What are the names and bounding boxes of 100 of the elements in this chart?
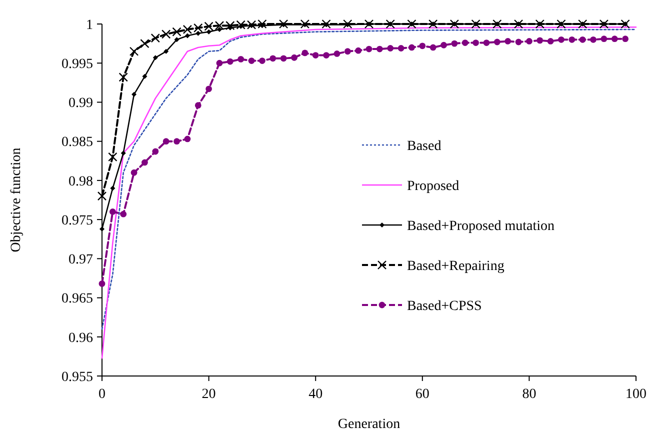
- point: [129, 46, 139, 56]
- point: [280, 55, 287, 62]
- point: [118, 72, 128, 82]
- point: [174, 37, 180, 42]
- point: [386, 19, 395, 29]
- point: [450, 19, 460, 29]
- point: [291, 54, 298, 61]
- x-tick-label: 80: [522, 387, 536, 402]
- point: [302, 50, 308, 56]
- point: [440, 42, 447, 48]
- x-tick-label: 60: [415, 387, 430, 402]
- point: [526, 38, 532, 44]
- point: [451, 40, 458, 47]
- point: [132, 92, 137, 97]
- y-tick-label: 1: [86, 18, 93, 33]
- x-tick-label: 100: [626, 387, 646, 402]
- y-tick-label: 0.98: [68, 174, 93, 190]
- point: [142, 74, 148, 79]
- point: [611, 36, 618, 42]
- point: [164, 48, 169, 54]
- point: [98, 280, 106, 287]
- point: [600, 36, 608, 42]
- point: [419, 42, 426, 50]
- legend-label: Proposed: [407, 178, 460, 194]
- y-tick-label: 0.96: [68, 330, 93, 346]
- point: [494, 38, 500, 46]
- point: [568, 36, 576, 43]
- point: [238, 56, 244, 62]
- point: [620, 19, 630, 29]
- y-tick-label: 0.985: [62, 135, 93, 150]
- point: [407, 19, 416, 29]
- point: [161, 30, 171, 39]
- point: [472, 40, 479, 46]
- point: [150, 33, 160, 43]
- point: [270, 55, 276, 62]
- x-tick-label: 40: [308, 387, 323, 402]
- point: [216, 26, 222, 32]
- point: [556, 19, 566, 29]
- point: [162, 138, 170, 145]
- y-tick-label: 0.97: [68, 252, 93, 268]
- y-axis-title: Objective function: [9, 148, 24, 252]
- point: [172, 27, 182, 36]
- point: [462, 40, 468, 46]
- point: [430, 44, 436, 51]
- legend-label: Based+Repairing: [407, 258, 504, 274]
- point: [216, 60, 223, 66]
- point: [558, 36, 564, 43]
- point: [206, 29, 212, 34]
- y-tick-label: 0.99: [68, 96, 93, 112]
- point: [152, 55, 158, 60]
- legend-label: Based+Proposed mutation: [407, 218, 554, 234]
- point: [492, 19, 502, 29]
- point: [152, 148, 159, 155]
- point: [194, 102, 202, 109]
- point: [109, 208, 116, 215]
- point: [108, 152, 118, 162]
- point: [515, 38, 522, 46]
- point: [334, 50, 340, 57]
- point: [387, 45, 394, 52]
- x-tick-label: 20: [202, 387, 216, 402]
- point: [196, 30, 201, 36]
- x-axis-title: Generation: [338, 417, 400, 432]
- point: [376, 46, 383, 52]
- point: [259, 58, 266, 64]
- point: [535, 19, 544, 29]
- point: [514, 19, 524, 29]
- y-tick-label: 0.955: [62, 370, 93, 385]
- point: [599, 19, 609, 29]
- point: [248, 58, 255, 64]
- point: [483, 40, 490, 46]
- legend-label: Based+CPSS: [407, 298, 482, 314]
- point: [322, 19, 331, 29]
- point: [547, 38, 554, 44]
- point: [140, 38, 150, 48]
- y-tick-label: 0.975: [62, 213, 93, 228]
- point: [578, 19, 588, 29]
- point: [174, 138, 180, 145]
- point: [226, 58, 234, 65]
- point: [130, 169, 138, 176]
- y-tick-label: 0.995: [62, 57, 93, 72]
- point: [120, 210, 127, 218]
- point: [622, 36, 629, 42]
- point: [398, 45, 404, 52]
- y-tick-label: 0.965: [62, 292, 93, 307]
- point: [312, 52, 319, 58]
- point: [536, 37, 544, 44]
- point: [343, 19, 352, 29]
- point: [408, 44, 415, 51]
- point: [120, 150, 126, 156]
- point: [355, 47, 362, 54]
- point: [344, 48, 351, 55]
- point: [428, 19, 438, 29]
- point: [504, 38, 512, 44]
- point: [364, 19, 374, 29]
- legend-label: Based: [407, 138, 442, 154]
- point: [110, 186, 116, 191]
- point: [323, 52, 330, 58]
- point: [142, 159, 148, 166]
- point: [471, 19, 480, 29]
- x-tick-label: 0: [98, 387, 106, 402]
